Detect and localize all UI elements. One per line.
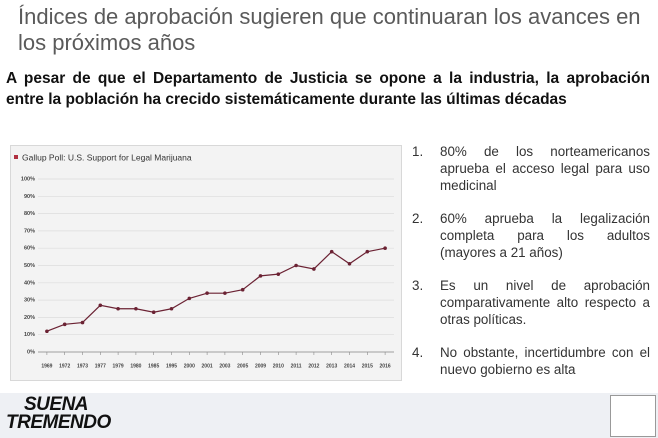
- data-point: [45, 329, 49, 334]
- data-point: [312, 267, 316, 271]
- data-point: [365, 249, 370, 254]
- y-tick-label: 0%: [27, 349, 35, 355]
- logo: SUENA TREMENDO: [6, 394, 111, 433]
- y-tick-label: 60%: [24, 246, 35, 252]
- data-point: [258, 274, 263, 278]
- data-point: [187, 296, 192, 301]
- y-tick-label: 10%: [24, 332, 35, 338]
- x-tick-label: 1977: [95, 363, 106, 369]
- x-tick-label: 2009: [255, 363, 266, 369]
- subtitle: A pesar de que el Departamento de Justic…: [6, 70, 650, 108]
- list-text: Es un nivel de aprobación comparativamen…: [440, 278, 650, 327]
- x-tick-label: 2015: [362, 363, 373, 369]
- data-point: [347, 261, 352, 266]
- data-point: [276, 272, 281, 276]
- x-tick-label: 1972: [59, 363, 70, 369]
- data-point: [151, 310, 156, 315]
- data-line: [46, 247, 386, 332]
- y-tick-label: 90%: [24, 194, 35, 200]
- y-tick-label: 30%: [24, 298, 35, 304]
- x-tick-label: 2013: [326, 363, 337, 369]
- data-point: [98, 303, 103, 308]
- x-tick-label: 2012: [308, 363, 319, 369]
- list-item: 1. 80% de los norteamericanos aprueba el …: [412, 143, 650, 194]
- x-tick-label: 2014: [344, 363, 355, 369]
- list-text: 80% de los norteamericanos aprueba el ac…: [440, 144, 650, 193]
- y-tick-label: 40%: [24, 280, 35, 286]
- list-number: 3.: [412, 278, 424, 293]
- chart-title: Gallup Poll: U.S. Support for Legal Mari…: [22, 152, 192, 162]
- x-tick-label: 2003: [219, 363, 230, 369]
- list-number: 2.: [412, 211, 424, 226]
- data-point: [62, 322, 67, 327]
- data-point: [205, 291, 209, 295]
- x-tick-label: 2016: [380, 363, 391, 369]
- data-point: [169, 306, 174, 311]
- x-tick-label: 2000: [184, 363, 195, 369]
- slide-title: Índices de aprobación sugieren que conti…: [18, 4, 641, 55]
- x-tick-label: 2005: [237, 363, 248, 369]
- x-tick-label: 2011: [291, 363, 302, 369]
- x-tick-label: 1979: [113, 363, 124, 369]
- logo-image: [610, 395, 656, 437]
- footer: [0, 393, 658, 438]
- x-tick-label: 1980: [130, 363, 141, 369]
- list-text: No obstante, incertidumbre con el nuevo …: [440, 345, 650, 377]
- data-point: [240, 287, 245, 292]
- data-point: [223, 291, 227, 295]
- y-tick-label: 20%: [24, 315, 35, 321]
- list-item: 4. No obstante, incertidumbre con el nuev…: [412, 344, 650, 378]
- list-number: 4.: [412, 345, 424, 360]
- logo-line: TREMENDO: [6, 412, 111, 433]
- y-tick-label: 80%: [24, 211, 35, 217]
- data-point: [80, 320, 85, 325]
- x-tick-label: 2001: [202, 363, 213, 369]
- y-tick-label: 50%: [24, 263, 35, 269]
- x-tick-label: 1969: [41, 363, 52, 369]
- list-item: 2. 60% aprueba la legalización completa p…: [412, 210, 650, 261]
- x-tick-label: 2010: [273, 363, 284, 369]
- x-tick-label: 1985: [148, 363, 159, 369]
- data-point: [134, 306, 138, 311]
- list-item: 3. Es un nivel de aprobación comparativam…: [412, 277, 650, 328]
- x-tick-label: 1973: [77, 363, 88, 369]
- logo-line: SUENA: [24, 394, 89, 415]
- list-text: 60% aprueba la legalización completa par…: [440, 211, 650, 260]
- chart-panel: [10, 145, 402, 381]
- data-point: [329, 249, 334, 254]
- x-tick-label: 1995: [166, 363, 177, 369]
- chart: Gallup Poll: U.S. Support for Legal Mari…: [10, 145, 402, 381]
- data-point: [294, 263, 298, 268]
- title-marker: [14, 155, 18, 159]
- list-number: 1.: [412, 144, 424, 159]
- y-tick-label: 100%: [21, 176, 35, 182]
- data-point: [116, 306, 120, 311]
- y-tick-label: 70%: [24, 228, 35, 234]
- data-point: [383, 246, 387, 250]
- bullet-list: 1. 80% de los norteamericanos aprueba el …: [412, 143, 650, 394]
